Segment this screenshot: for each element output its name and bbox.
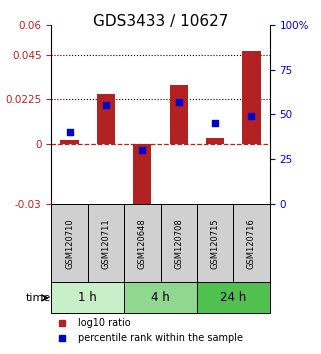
- Text: GSM120715: GSM120715: [211, 218, 220, 269]
- FancyBboxPatch shape: [233, 204, 270, 282]
- Text: GSM120710: GSM120710: [65, 218, 74, 269]
- FancyBboxPatch shape: [124, 282, 197, 313]
- FancyBboxPatch shape: [197, 282, 270, 313]
- Point: [213, 121, 218, 126]
- Text: time: time: [26, 293, 51, 303]
- Text: 24 h: 24 h: [220, 291, 247, 304]
- FancyBboxPatch shape: [160, 204, 197, 282]
- FancyBboxPatch shape: [124, 204, 160, 282]
- Bar: [206, 138, 224, 144]
- Point: [67, 130, 72, 135]
- FancyBboxPatch shape: [51, 282, 124, 313]
- Text: GSM120711: GSM120711: [101, 218, 110, 269]
- Bar: [97, 95, 115, 144]
- Point: [249, 113, 254, 119]
- Bar: [60, 140, 79, 144]
- Text: percentile rank within the sample: percentile rank within the sample: [78, 332, 243, 343]
- Bar: [169, 85, 188, 144]
- Text: log10 ratio: log10 ratio: [78, 318, 130, 328]
- Text: GSM120648: GSM120648: [138, 218, 147, 269]
- Bar: [242, 51, 261, 144]
- FancyBboxPatch shape: [51, 204, 88, 282]
- Text: GSM120716: GSM120716: [247, 218, 256, 269]
- Text: GSM120708: GSM120708: [174, 218, 183, 269]
- FancyBboxPatch shape: [197, 204, 233, 282]
- Point: [140, 148, 145, 153]
- FancyBboxPatch shape: [88, 204, 124, 282]
- Point: [103, 103, 108, 108]
- Text: GDS3433 / 10627: GDS3433 / 10627: [93, 14, 228, 29]
- Text: 4 h: 4 h: [151, 291, 170, 304]
- Bar: [133, 144, 152, 214]
- Point: [176, 99, 181, 105]
- Text: 1 h: 1 h: [78, 291, 97, 304]
